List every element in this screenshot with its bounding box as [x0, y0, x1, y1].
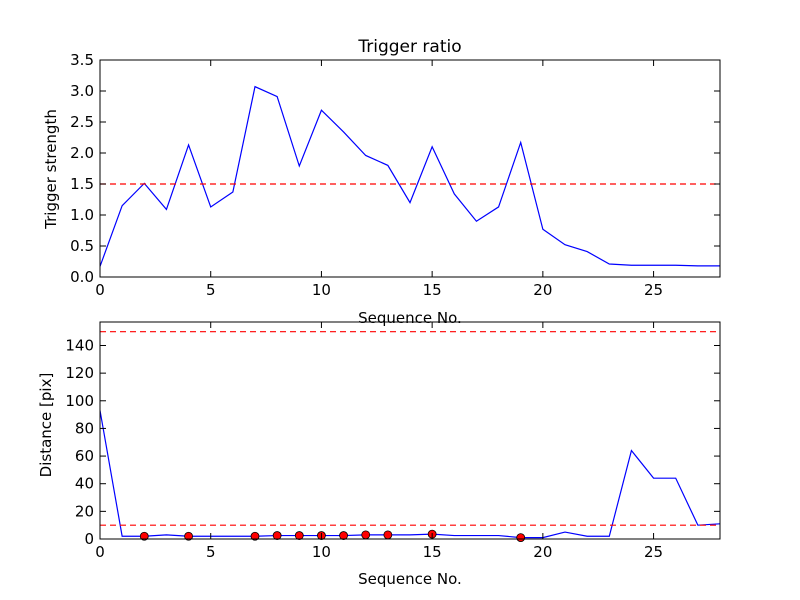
y-tick-label: 1.0	[70, 206, 94, 224]
x-tick-label: 15	[423, 281, 442, 299]
y-tick-label: 40	[75, 475, 94, 493]
data-point-marker	[139, 531, 149, 541]
x-tick-label: 20	[533, 543, 552, 561]
x-tick-label: 25	[644, 281, 663, 299]
x-tick-label: 20	[533, 281, 552, 299]
y-tick-label: 2.5	[70, 113, 94, 131]
y-tick-label: 140	[65, 336, 94, 354]
x-tick-label: 0	[95, 543, 105, 561]
y-axis-label: Trigger strength	[42, 109, 60, 230]
x-tick-label: 10	[312, 281, 331, 299]
y-tick-label: 1.5	[70, 175, 94, 193]
y-axis-label: Distance [pix]	[37, 373, 55, 478]
data-point-marker	[250, 531, 260, 541]
x-tick-label: 15	[423, 543, 442, 561]
x-tick-label: 25	[644, 543, 663, 561]
series-line-0	[100, 410, 720, 539]
data-point-marker	[184, 531, 193, 541]
y-tick-label: 100	[65, 392, 94, 410]
x-axis-label: Sequence No.	[358, 309, 462, 327]
y-tick-label: 0	[84, 530, 94, 548]
chart-title: Trigger ratio	[357, 37, 461, 57]
x-tick-label: 10	[312, 543, 331, 561]
data-point-marker	[383, 530, 393, 540]
x-tick-label: 0	[95, 281, 105, 299]
series-line-0	[100, 85, 720, 267]
x-tick-label: 5	[206, 543, 216, 561]
y-tick-label: 2.0	[70, 144, 94, 162]
x-axis-label: Sequence No.	[358, 570, 462, 588]
y-tick-label: 80	[75, 419, 94, 437]
data-point-marker	[272, 531, 282, 540]
plot-frame	[99, 321, 721, 540]
y-tick-label: 60	[75, 447, 94, 465]
y-tick-label: 0.0	[70, 268, 94, 286]
y-tick-label: 3.0	[70, 82, 94, 100]
trigger-ratio-chart: Trigger ratio Trigger strength Sequence …	[42, 37, 721, 327]
y-tick-label: 0.5	[70, 237, 94, 255]
data-point-marker	[361, 530, 371, 540]
data-point-marker	[294, 531, 304, 540]
data-point-marker	[516, 533, 526, 543]
plot-frame	[99, 59, 721, 278]
x-tick-label: 5	[206, 281, 216, 299]
y-tick-label: 20	[75, 502, 94, 520]
y-tick-label: 120	[65, 364, 94, 382]
data-point-marker	[339, 531, 348, 540]
distance-chart: Distance [pix] Sequence No. 0 5 10 15 20 25 0 2…	[37, 321, 721, 588]
plot-area	[100, 85, 720, 267]
plot-area	[100, 331, 720, 539]
y-tick-label: 3.5	[70, 51, 94, 69]
